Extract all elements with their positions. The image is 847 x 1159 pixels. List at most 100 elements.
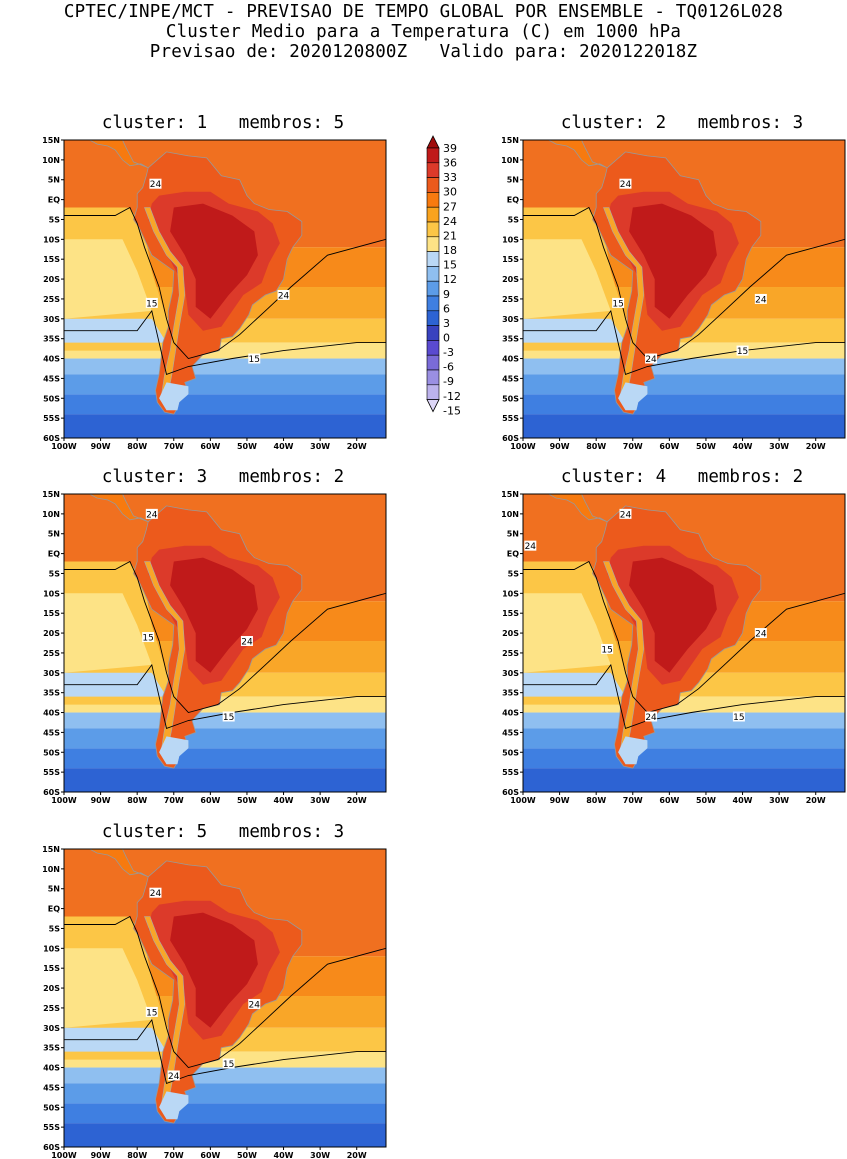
lat-tick-label: 30S bbox=[502, 669, 519, 678]
colorbar-label: 27 bbox=[443, 200, 457, 213]
lat-tick-label: 60S bbox=[43, 434, 60, 443]
lat-tick-label: 5S bbox=[49, 569, 61, 578]
lat-tick-label: 15N bbox=[501, 490, 519, 499]
header-line-2: Cluster Medio para a Temperatura (C) em … bbox=[165, 22, 682, 42]
contour-label: 15 bbox=[612, 297, 625, 309]
lat-tick-label: 20S bbox=[43, 275, 60, 284]
lon-tick-label: 40W bbox=[274, 796, 294, 804]
contour-label: 24 bbox=[754, 628, 767, 640]
colorbar-label: -3 bbox=[443, 346, 454, 359]
svg-text:15: 15 bbox=[223, 713, 234, 723]
lat-tick-label: 5S bbox=[49, 924, 61, 933]
svg-text:24: 24 bbox=[146, 510, 158, 520]
lon-tick-label: 20W bbox=[806, 796, 826, 804]
lat-tick-label: 40S bbox=[502, 355, 519, 364]
lat-tick-label: 40S bbox=[43, 1064, 60, 1073]
colorbar-swatch bbox=[426, 325, 440, 341]
colorbar-label: 9 bbox=[443, 288, 450, 301]
colorbar-swatch bbox=[426, 340, 440, 356]
map-panel-3: 24 24 15 15 15N 10N 5N EQ 5S 10S 15S 20S 25S 30S 35S 40… bbox=[30, 488, 390, 804]
lat-tick-label: 30S bbox=[43, 1024, 60, 1033]
lat-tick-label: 5N bbox=[48, 176, 60, 185]
lon-tick-label: 60W bbox=[200, 442, 220, 450]
lat-tick-label: 10S bbox=[502, 589, 519, 598]
colorbar-swatch bbox=[426, 310, 440, 326]
lon-tick-label: 70W bbox=[164, 1151, 184, 1159]
map-panel-4: 24 24 24 15 15 24 15N 10N 5N EQ 5S 10S 15S 20S 25S 30S 3… bbox=[489, 488, 847, 804]
svg-text:24: 24 bbox=[150, 180, 162, 190]
lon-tick-label: 40W bbox=[274, 1151, 294, 1159]
lon-tick-label: 80W bbox=[127, 1151, 147, 1159]
lat-tick-label: 5N bbox=[507, 176, 519, 185]
colorbar-swatch bbox=[426, 251, 440, 267]
lat-tick-label: EQ bbox=[48, 905, 60, 914]
colorbar-label: 30 bbox=[443, 186, 457, 199]
contour-label: 24 bbox=[240, 636, 253, 648]
lon-tick-label: 70W bbox=[164, 796, 184, 804]
lat-tick-label: 10S bbox=[43, 944, 60, 953]
colorbar-label: 21 bbox=[443, 229, 457, 242]
header-line-1: CPTEC/INPE/MCT - PREVISAO DE TEMPO GLOBA… bbox=[63, 2, 784, 22]
lat-tick-label: EQ bbox=[507, 196, 519, 205]
lat-tick-label: 10N bbox=[42, 156, 60, 165]
lon-tick-label: 90W bbox=[550, 442, 570, 450]
lon-tick-label: 80W bbox=[586, 796, 606, 804]
svg-text:15: 15 bbox=[601, 645, 612, 655]
lon-tick-label: 40W bbox=[733, 796, 753, 804]
map-panel-5: 24 24 15 15 24 15N 10N 5N EQ 5S 10S 15S 20S 25S 30S 35S… bbox=[30, 843, 390, 1159]
colorbar-swatch bbox=[426, 280, 440, 297]
lon-tick-label: 90W bbox=[91, 1151, 111, 1159]
lon-tick-label: 90W bbox=[91, 796, 111, 804]
contour-label: 24 bbox=[149, 178, 162, 190]
lat-tick-label: 15S bbox=[43, 964, 60, 973]
lat-tick-label: 10S bbox=[43, 235, 60, 244]
map-panel-2: 24 24 15 15 24 15N 10N 5N EQ 5S 10S 15S 20S 25S 30S 35S… bbox=[489, 134, 847, 450]
lat-tick-label: 15N bbox=[501, 136, 519, 145]
contour-label: 15 bbox=[142, 632, 155, 644]
lat-tick-label: 15N bbox=[42, 845, 60, 854]
colorbar-swatch bbox=[426, 369, 440, 386]
colorbar-label: -12 bbox=[443, 390, 461, 403]
lon-tick-label: 70W bbox=[164, 442, 184, 450]
lon-tick-label: 40W bbox=[733, 442, 753, 450]
colorbar-swatch bbox=[426, 354, 440, 371]
header-line-3: Previsao de: 2020120800Z Valido para: 20… bbox=[149, 42, 698, 62]
svg-text:15: 15 bbox=[612, 299, 623, 309]
lon-tick-label: 30W bbox=[310, 1151, 330, 1159]
lat-tick-label: 45S bbox=[43, 1083, 60, 1092]
colorbar-swatch bbox=[426, 295, 440, 312]
lon-tick-label: 50W bbox=[237, 796, 257, 804]
colorbar: 39 36 33 30 27 24 21 18 15 12 9 6 3 0 -3 -6 -9 -12 -15 bbox=[424, 134, 474, 448]
svg-text:24: 24 bbox=[241, 638, 253, 648]
lat-tick-label: EQ bbox=[48, 550, 60, 559]
lat-tick-label: 5N bbox=[48, 530, 60, 539]
lat-tick-label: 5N bbox=[48, 885, 60, 894]
colorbar-swatch bbox=[426, 162, 440, 178]
svg-text:24: 24 bbox=[278, 291, 290, 301]
lon-tick-label: 80W bbox=[127, 442, 147, 450]
contour-label: 24 bbox=[145, 508, 158, 520]
lon-tick-label: 20W bbox=[347, 442, 367, 450]
panel-title-3: cluster: 3 membros: 2 bbox=[101, 467, 345, 487]
lat-tick-label: 15N bbox=[42, 136, 60, 145]
lon-tick-label: 90W bbox=[550, 796, 570, 804]
contour-label: 15 bbox=[222, 1058, 235, 1070]
svg-text:24: 24 bbox=[525, 542, 537, 552]
lon-tick-label: 20W bbox=[347, 796, 367, 804]
lat-tick-label: 10S bbox=[43, 589, 60, 598]
lat-tick-label: 20S bbox=[43, 629, 60, 638]
lon-tick-label: 50W bbox=[237, 1151, 257, 1159]
lat-tick-label: 45S bbox=[43, 728, 60, 737]
lat-tick-label: 50S bbox=[43, 394, 60, 403]
colorbar-swatch bbox=[426, 221, 440, 238]
contour-label: 15 bbox=[145, 1006, 158, 1018]
lat-tick-label: 40S bbox=[502, 709, 519, 718]
lat-tick-label: EQ bbox=[507, 550, 519, 559]
lat-tick-label: 25S bbox=[502, 649, 519, 658]
lon-tick-label: 20W bbox=[347, 1151, 367, 1159]
colorbar-label: 12 bbox=[443, 273, 457, 286]
lat-tick-label: 45S bbox=[43, 374, 60, 383]
svg-text:24: 24 bbox=[645, 355, 657, 365]
lon-tick-label: 70W bbox=[623, 796, 643, 804]
contour-label: 24 bbox=[645, 711, 658, 723]
